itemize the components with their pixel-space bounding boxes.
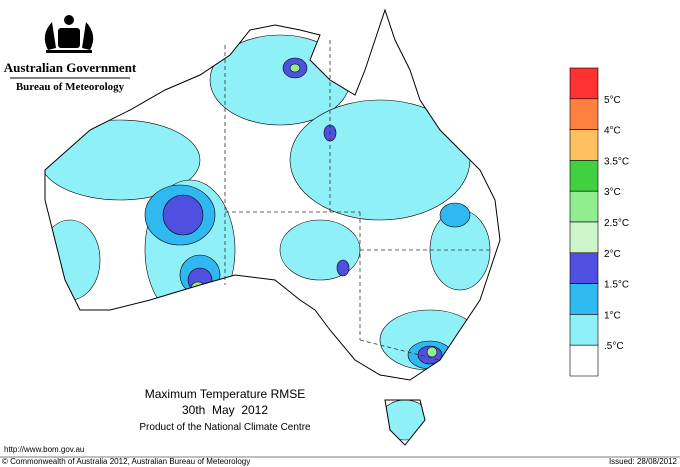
crest bbox=[44, 15, 94, 53]
map-product: Product of the National Climate Centre bbox=[139, 422, 311, 433]
state-borders bbox=[224, 40, 490, 361]
map-date: 30th May 2012 bbox=[182, 403, 268, 417]
copyright: © Commonwealth of Australia 2012, Austra… bbox=[2, 457, 250, 466]
legend-label: 2°C bbox=[604, 249, 621, 260]
legend-label: 1.5°C bbox=[604, 280, 629, 291]
legend: 5°C 4°C 3.5°C 3°C 2.5°C 2°C 1.5°C 1°C .5°C bbox=[569, 67, 629, 377]
legend-swatch bbox=[569, 283, 599, 315]
legend-swatch bbox=[569, 314, 599, 346]
legend-label: 5°C bbox=[604, 95, 621, 106]
legend-swatch bbox=[569, 252, 599, 284]
legend-swatch bbox=[569, 160, 599, 192]
legend-swatch bbox=[569, 98, 599, 130]
legend-swatch bbox=[569, 129, 599, 161]
legend-label: 1°C bbox=[604, 310, 621, 321]
legend-label: 4°C bbox=[604, 126, 621, 137]
legend-swatch bbox=[569, 344, 599, 377]
legend-swatch bbox=[569, 67, 599, 100]
legend-label: 3.5°C bbox=[604, 156, 629, 167]
map-title: Maximum Temperature RMSE bbox=[145, 387, 306, 401]
legend-label: .5°C bbox=[604, 341, 624, 352]
legend-swatch bbox=[569, 221, 599, 254]
coastline bbox=[44, 8, 501, 446]
agency: Australian Government bbox=[4, 60, 137, 75]
bureau: Bureau of Meteorology bbox=[16, 81, 125, 93]
legend-label: 3°C bbox=[604, 187, 621, 198]
url: http://www.bom.gov.au bbox=[4, 445, 84, 454]
legend-label: 2.5°C bbox=[604, 218, 629, 229]
legend-swatch bbox=[569, 190, 599, 223]
issued: Issued: 28/08/2012 bbox=[609, 457, 678, 466]
